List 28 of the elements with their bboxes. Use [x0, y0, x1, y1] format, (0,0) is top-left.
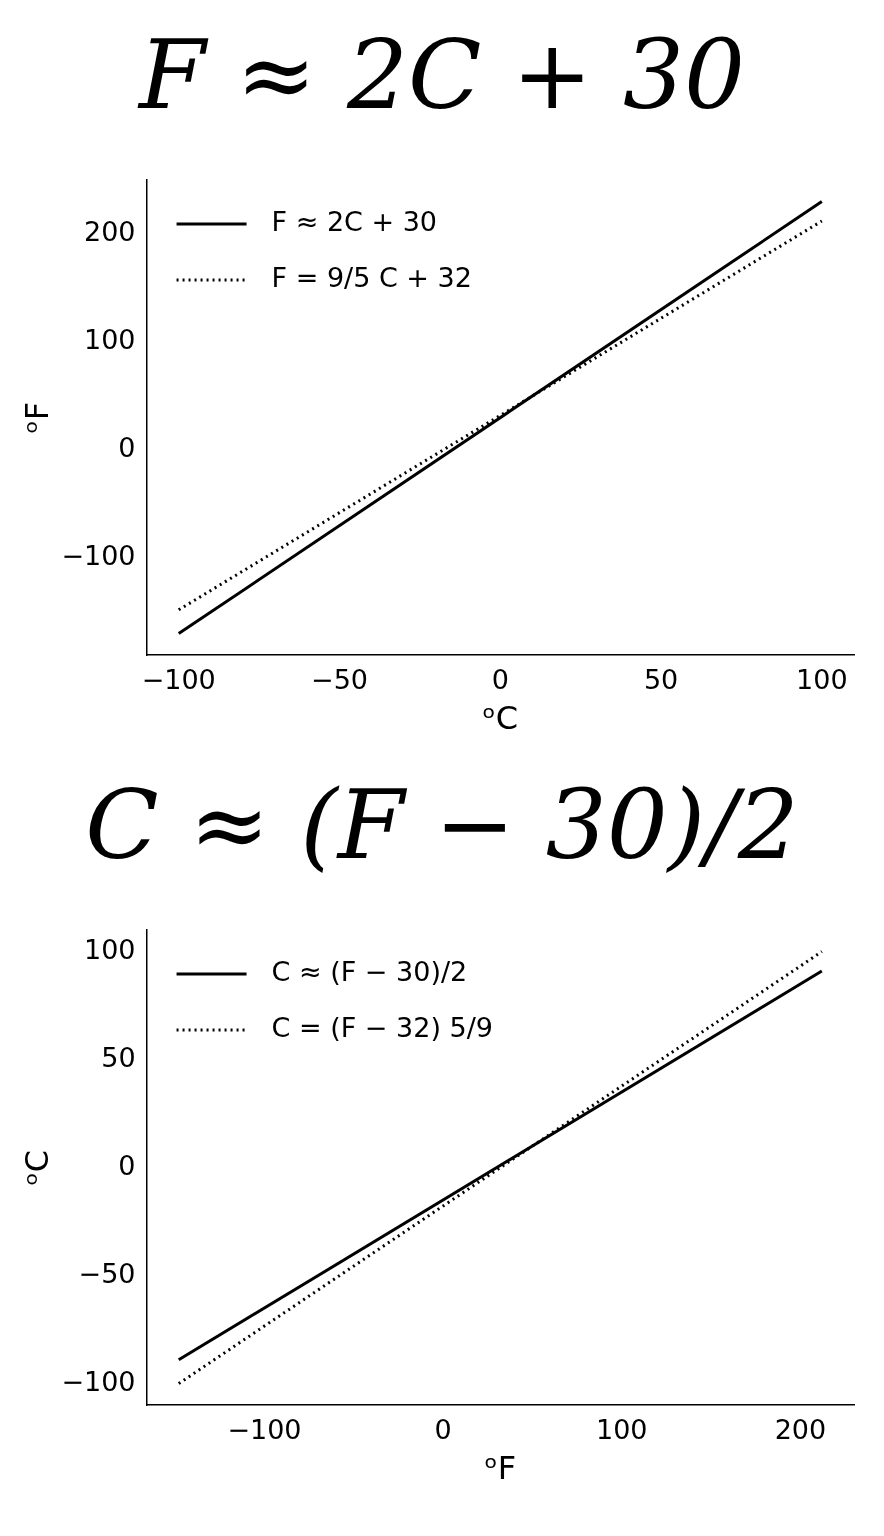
y-tick-label: 100: [84, 324, 136, 356]
x-tick-label: −100: [141, 664, 216, 696]
y-tick-label: −100: [61, 540, 136, 572]
y-tick-label: 100: [84, 933, 136, 965]
x-tick-label: 0: [434, 1414, 452, 1446]
x-axis-title: ᵒF: [484, 1449, 517, 1488]
x-axis-title: ᵒC: [482, 699, 519, 738]
y-tick-label: 0: [118, 432, 136, 464]
x-tick-label: −100: [227, 1414, 302, 1446]
y-tick-label: 0: [118, 1149, 136, 1181]
chart-title: C ≈ (F − 30)/2: [84, 768, 800, 883]
y-tick-label: 50: [101, 1041, 136, 1073]
y-axis-title: ᵒF: [17, 401, 56, 434]
y-axis-title: ᵒC: [17, 1149, 56, 1186]
legend-label: F = 9/5 C + 32: [271, 262, 472, 294]
x-tick-label: 0: [491, 664, 509, 696]
x-tick-label: 50: [643, 664, 679, 696]
x-tick-label: −50: [311, 664, 368, 696]
x-tick-label: 100: [796, 664, 848, 696]
y-tick-label: 200: [84, 216, 136, 248]
x-tick-label: 200: [774, 1414, 827, 1446]
y-tick-label: −100: [61, 1365, 136, 1397]
legend-label: F ≈ 2C + 30: [271, 206, 438, 238]
y-tick-label: −50: [78, 1257, 136, 1289]
legend-label: C ≈ (F − 30)/2: [271, 956, 468, 988]
chart-title: F ≈ 2C + 30: [136, 18, 747, 133]
legend-label: C = (F − 32) 5/9: [271, 1012, 493, 1044]
x-tick-label: 100: [595, 1414, 648, 1446]
